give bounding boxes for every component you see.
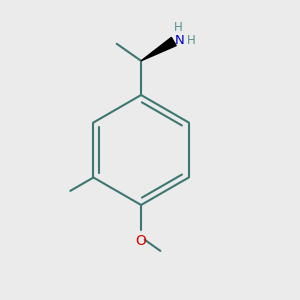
- Text: H: H: [187, 34, 196, 46]
- Polygon shape: [141, 38, 176, 61]
- Text: O: O: [136, 234, 146, 248]
- Text: H: H: [174, 21, 183, 34]
- Text: N: N: [174, 34, 184, 46]
